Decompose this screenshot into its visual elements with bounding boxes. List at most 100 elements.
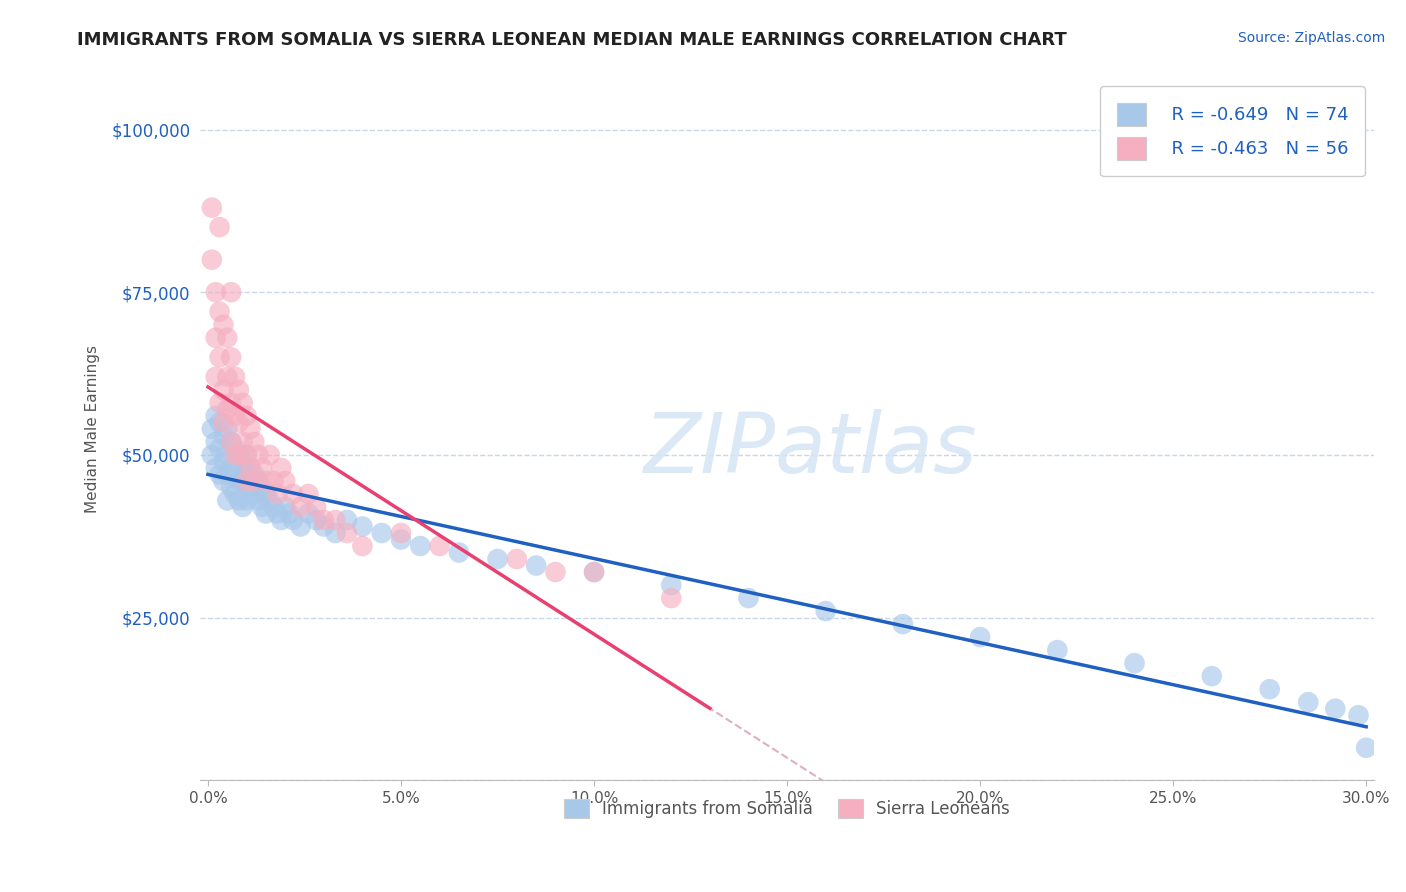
Point xyxy=(583,565,606,579)
Point xyxy=(325,513,347,527)
Point xyxy=(737,591,759,605)
Point xyxy=(201,252,224,267)
Point xyxy=(370,526,392,541)
Point xyxy=(212,318,235,332)
Point xyxy=(1123,656,1146,670)
Point xyxy=(305,513,328,527)
Point xyxy=(208,442,231,456)
Point xyxy=(212,383,235,397)
Point xyxy=(232,396,254,410)
Point xyxy=(208,416,231,430)
Point xyxy=(204,331,226,345)
Point xyxy=(305,500,328,514)
Point xyxy=(224,409,246,423)
Point xyxy=(239,461,262,475)
Point xyxy=(201,448,224,462)
Point xyxy=(232,500,254,514)
Point xyxy=(250,461,273,475)
Legend: Immigrants from Somalia, Sierra Leoneans: Immigrants from Somalia, Sierra Leoneans xyxy=(557,793,1017,825)
Point xyxy=(235,409,257,423)
Point xyxy=(274,500,297,514)
Point xyxy=(208,220,231,235)
Point xyxy=(250,480,273,494)
Point xyxy=(352,519,374,533)
Point xyxy=(659,578,682,592)
Point xyxy=(224,442,246,456)
Point xyxy=(228,416,250,430)
Point xyxy=(228,383,250,397)
Point xyxy=(201,201,224,215)
Y-axis label: Median Male Earnings: Median Male Earnings xyxy=(86,345,100,513)
Point xyxy=(274,474,297,488)
Point xyxy=(208,467,231,482)
Point xyxy=(814,604,837,618)
Point xyxy=(429,539,451,553)
Point xyxy=(247,474,270,488)
Point xyxy=(352,539,374,553)
Point xyxy=(212,428,235,442)
Point xyxy=(219,434,242,449)
Point xyxy=(212,416,235,430)
Point xyxy=(969,630,991,644)
Point xyxy=(1258,682,1281,697)
Point xyxy=(208,396,231,410)
Point xyxy=(250,500,273,514)
Point xyxy=(583,565,606,579)
Point xyxy=(247,448,270,462)
Point xyxy=(217,467,239,482)
Point xyxy=(1324,702,1347,716)
Point xyxy=(281,487,304,501)
Point xyxy=(204,409,226,423)
Point xyxy=(232,454,254,468)
Point xyxy=(659,591,682,605)
Point xyxy=(235,448,257,462)
Point xyxy=(297,507,319,521)
Point xyxy=(278,507,301,521)
Point xyxy=(217,402,239,417)
Point xyxy=(389,533,412,547)
Point xyxy=(263,500,285,514)
Point xyxy=(1046,643,1069,657)
Point xyxy=(228,493,250,508)
Point xyxy=(204,461,226,475)
Point xyxy=(219,351,242,365)
Point xyxy=(212,454,235,468)
Point xyxy=(447,545,470,559)
Point xyxy=(254,474,277,488)
Point xyxy=(263,474,285,488)
Point xyxy=(1298,695,1320,709)
Point xyxy=(224,487,246,501)
Point xyxy=(1347,708,1369,723)
Point xyxy=(336,526,359,541)
Point xyxy=(297,487,319,501)
Point xyxy=(290,500,312,514)
Point xyxy=(224,448,246,462)
Point xyxy=(224,467,246,482)
Point xyxy=(254,487,277,501)
Point xyxy=(281,513,304,527)
Text: Source: ZipAtlas.com: Source: ZipAtlas.com xyxy=(1237,31,1385,45)
Point xyxy=(232,474,254,488)
Point xyxy=(239,461,262,475)
Point xyxy=(239,480,262,494)
Point xyxy=(243,487,266,501)
Point xyxy=(254,507,277,521)
Point xyxy=(270,461,292,475)
Point xyxy=(204,285,226,300)
Point xyxy=(389,526,412,541)
Point xyxy=(336,513,359,527)
Point xyxy=(290,519,312,533)
Point xyxy=(325,526,347,541)
Point xyxy=(409,539,432,553)
Point xyxy=(1201,669,1223,683)
Point xyxy=(219,434,242,449)
Point xyxy=(217,493,239,508)
Point xyxy=(243,434,266,449)
Point xyxy=(201,422,224,436)
Point xyxy=(243,474,266,488)
Point xyxy=(524,558,547,573)
Point xyxy=(312,519,335,533)
Point xyxy=(270,513,292,527)
Point xyxy=(217,448,239,462)
Point xyxy=(208,351,231,365)
